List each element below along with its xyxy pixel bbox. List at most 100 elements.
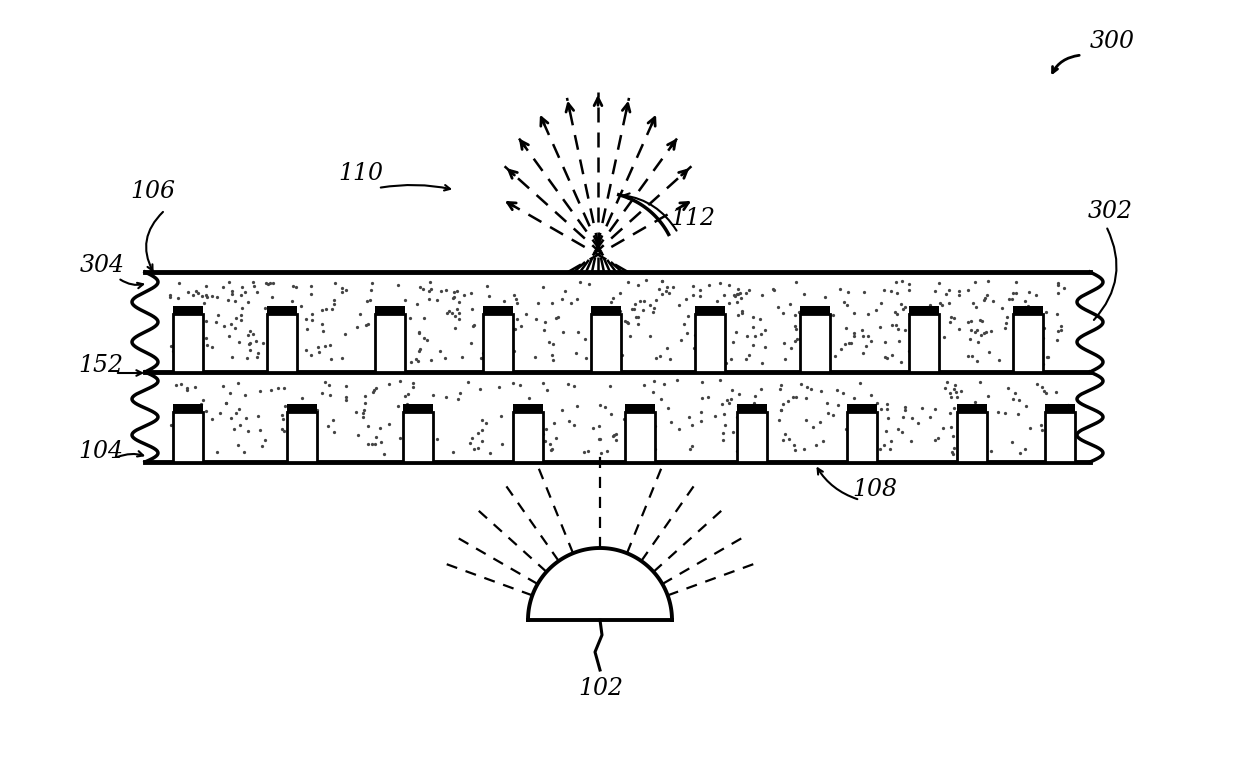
Point — [210, 407, 229, 420]
Point — [821, 309, 841, 322]
Point — [1043, 427, 1063, 439]
Point — [977, 288, 997, 301]
Point — [448, 284, 467, 297]
Point — [944, 312, 963, 324]
Point — [606, 428, 626, 440]
Point — [675, 318, 694, 330]
Point — [646, 352, 666, 364]
Point — [899, 278, 919, 290]
Point — [653, 377, 673, 390]
Point — [428, 433, 448, 446]
Point — [1048, 324, 1068, 337]
Point — [967, 355, 987, 367]
Point — [861, 413, 880, 426]
Point — [733, 405, 753, 417]
Point — [534, 316, 554, 328]
Point — [790, 332, 810, 345]
Point — [975, 294, 994, 306]
Point — [861, 335, 880, 348]
Point — [941, 391, 961, 403]
Point — [644, 386, 663, 399]
Point — [574, 446, 594, 459]
Point — [1048, 287, 1068, 299]
Point — [262, 324, 281, 337]
Point — [570, 276, 590, 288]
Point — [806, 438, 826, 451]
Point — [949, 323, 968, 335]
Point — [1056, 433, 1076, 446]
Point — [484, 328, 503, 341]
Point — [841, 337, 861, 349]
Point — [367, 382, 387, 395]
Point — [955, 424, 975, 436]
Point — [554, 285, 574, 298]
Bar — [1045, 404, 1075, 412]
Point — [182, 425, 202, 438]
Point — [606, 435, 626, 447]
Point — [294, 424, 314, 437]
Point — [455, 289, 475, 301]
Point — [1014, 443, 1034, 456]
Point — [994, 406, 1014, 419]
Point — [477, 280, 497, 292]
Point — [169, 276, 188, 289]
Point — [966, 301, 986, 313]
Point — [893, 303, 913, 316]
Point — [248, 410, 268, 422]
Point — [624, 303, 644, 316]
Point — [691, 414, 711, 427]
Point — [525, 404, 544, 417]
Point — [978, 390, 998, 402]
Point — [320, 338, 340, 351]
Point — [355, 389, 374, 402]
Point — [970, 313, 990, 326]
Point — [241, 325, 260, 337]
Point — [999, 293, 1019, 305]
Point — [1035, 306, 1055, 319]
Point — [714, 288, 734, 301]
Point — [381, 305, 401, 317]
Point — [1009, 394, 1029, 406]
Point — [817, 396, 837, 409]
Point — [676, 292, 696, 305]
Point — [303, 313, 322, 326]
Point — [835, 295, 854, 308]
Bar — [694, 306, 725, 314]
Point — [188, 345, 208, 357]
Point — [351, 307, 371, 319]
Point — [202, 290, 222, 302]
Point — [1006, 287, 1025, 299]
Point — [785, 444, 805, 456]
Point — [853, 347, 873, 359]
Point — [336, 394, 356, 406]
Point — [750, 312, 770, 325]
Point — [300, 402, 320, 414]
Bar — [484, 306, 513, 314]
Point — [1008, 407, 1028, 420]
Point — [911, 320, 931, 333]
Bar — [957, 404, 987, 412]
Point — [226, 322, 246, 334]
Point — [903, 412, 923, 424]
Text: 300: 300 — [1090, 30, 1135, 53]
Point — [925, 284, 945, 297]
Point — [885, 276, 905, 288]
Point — [489, 381, 508, 393]
Point — [590, 433, 610, 446]
Point — [815, 313, 835, 326]
Point — [857, 340, 877, 352]
Point — [221, 412, 241, 424]
Point — [641, 416, 661, 428]
Point — [996, 322, 1016, 334]
Point — [291, 300, 311, 312]
Point — [518, 392, 538, 405]
Point — [967, 323, 987, 336]
Point — [713, 427, 733, 439]
Point — [600, 380, 620, 392]
Point — [357, 294, 377, 307]
Point — [815, 346, 835, 359]
Point — [332, 352, 352, 364]
Point — [610, 287, 630, 300]
Point — [728, 288, 748, 301]
Point — [358, 420, 378, 432]
